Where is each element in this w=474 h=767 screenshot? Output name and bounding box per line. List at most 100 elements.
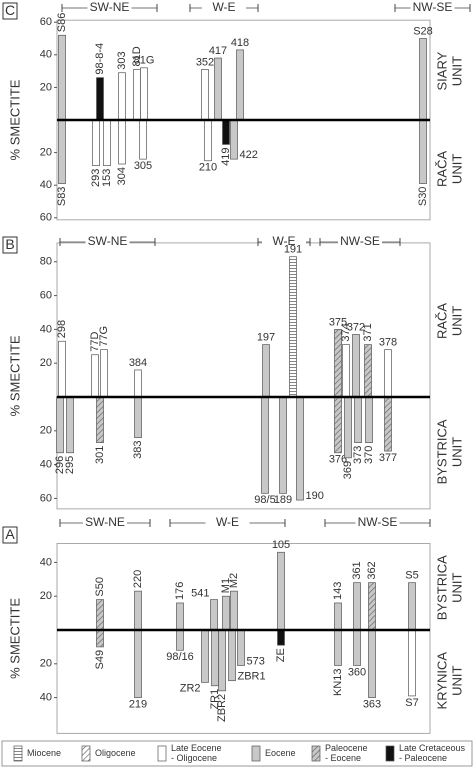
- bar-label: 81G: [134, 55, 155, 67]
- section-label-bg: [83, 516, 127, 530]
- bar-label: 573: [247, 655, 265, 667]
- bar: [261, 396, 269, 494]
- y-tick-label: 40: [40, 49, 52, 61]
- bar-label: S7: [405, 697, 418, 709]
- bar: [96, 599, 104, 631]
- bar: [66, 396, 74, 454]
- bar-label: 81D: [131, 46, 143, 66]
- unit-label: UNIT: [449, 306, 464, 336]
- y-tick-label: 40: [40, 459, 52, 471]
- bar-label: 296: [54, 456, 66, 474]
- bar-label: 298: [56, 320, 68, 338]
- unit-label: BYSTRICA: [434, 555, 449, 620]
- bar: [210, 599, 218, 631]
- panel-letter-box: [2, 526, 18, 544]
- bar-label: 417: [209, 45, 227, 57]
- bar-label: 352: [196, 56, 214, 68]
- bar: [419, 38, 427, 121]
- bar-label: S86: [56, 13, 68, 33]
- section-label: SW-NE: [90, 0, 130, 14]
- bar: [134, 629, 142, 698]
- legend-label: Late Eocene: [171, 743, 222, 753]
- bar: [134, 590, 142, 631]
- unit-label: UNIT: [449, 437, 464, 467]
- bar: [96, 77, 104, 121]
- bar: [139, 119, 147, 160]
- bar-label: 371: [362, 323, 374, 341]
- bar-label: 374: [340, 323, 352, 341]
- bar-label: ZR1: [209, 689, 221, 710]
- bar: [176, 602, 184, 631]
- bar: [134, 369, 142, 398]
- bar-label: S49: [94, 650, 106, 670]
- bar: [103, 119, 111, 166]
- bar: [368, 629, 376, 698]
- bar: [334, 396, 342, 454]
- bar: [279, 396, 287, 494]
- bar-label: ZBR2: [216, 694, 228, 722]
- bar-label: S28: [413, 25, 433, 37]
- unit-label: UNIT: [449, 154, 464, 184]
- bar-label: 77G: [98, 326, 110, 347]
- bar: [222, 119, 230, 145]
- bar-label: 176: [174, 582, 186, 600]
- unit-label: RAČA: [434, 303, 449, 339]
- legend-label: Miocene: [27, 748, 61, 758]
- panel-letter: C: [5, 2, 15, 18]
- bar: [56, 396, 64, 454]
- legend-label: Oligocene: [95, 748, 136, 758]
- section-label-bg: [410, 1, 455, 15]
- section-label-bg: [338, 235, 382, 249]
- bar: [408, 629, 416, 697]
- bar-label: 98/5: [254, 494, 275, 506]
- y-tick-label: 60: [40, 290, 52, 302]
- section-label: SW-NE: [88, 234, 128, 248]
- y-axis-label: % SMECTITE: [7, 335, 22, 416]
- section-label: W-E: [216, 515, 239, 529]
- bar-label: 293: [90, 169, 102, 187]
- section-label: NW-SE: [358, 515, 398, 529]
- legend-label: Eocene: [265, 748, 296, 758]
- bar-label: 98-8-4: [94, 43, 106, 75]
- bar: [218, 629, 226, 692]
- bar-label: 362: [366, 561, 378, 579]
- bar: [334, 602, 342, 631]
- bar: [228, 629, 236, 682]
- bar: [353, 629, 361, 666]
- bar-label: 383: [132, 441, 144, 459]
- bar-label: ZBR1: [238, 671, 266, 683]
- bar: [96, 629, 104, 648]
- bar-label: 375: [329, 316, 347, 328]
- bar-label: S83: [56, 187, 68, 207]
- bar: [201, 629, 209, 683]
- bar-label: 301: [94, 446, 106, 464]
- bar: [230, 119, 238, 160]
- legend-label: - Paleocene: [399, 753, 447, 763]
- bar-label: 376: [329, 454, 347, 466]
- y-tick-label: 80: [40, 256, 52, 268]
- unit-label: BYSTRICA: [434, 419, 449, 484]
- bar-label: 210: [199, 162, 217, 174]
- panel-letter-box: [2, 2, 18, 20]
- bar: [277, 551, 285, 631]
- section-label-bg: [205, 516, 250, 530]
- bar-label: 418: [231, 37, 249, 49]
- legend-swatch: [385, 745, 395, 762]
- bar: [140, 67, 148, 121]
- panel-letter: A: [5, 526, 15, 542]
- section-label: W-E: [272, 234, 295, 248]
- bar: [296, 396, 304, 501]
- bar-label: 190: [306, 490, 324, 502]
- y-tick-label: 40: [40, 179, 52, 191]
- y-tick-label: 20: [40, 425, 52, 437]
- panel-letter-box: [2, 236, 18, 254]
- bar: [58, 340, 66, 398]
- y-tick-label: 20: [40, 357, 52, 369]
- y-tick-label: 20: [40, 590, 52, 602]
- unit-label: UNIT: [449, 665, 464, 695]
- bar: [277, 629, 285, 646]
- y-tick-label: 20: [40, 658, 52, 670]
- bar: [58, 34, 66, 121]
- bar: [236, 49, 244, 121]
- bar: [342, 344, 350, 398]
